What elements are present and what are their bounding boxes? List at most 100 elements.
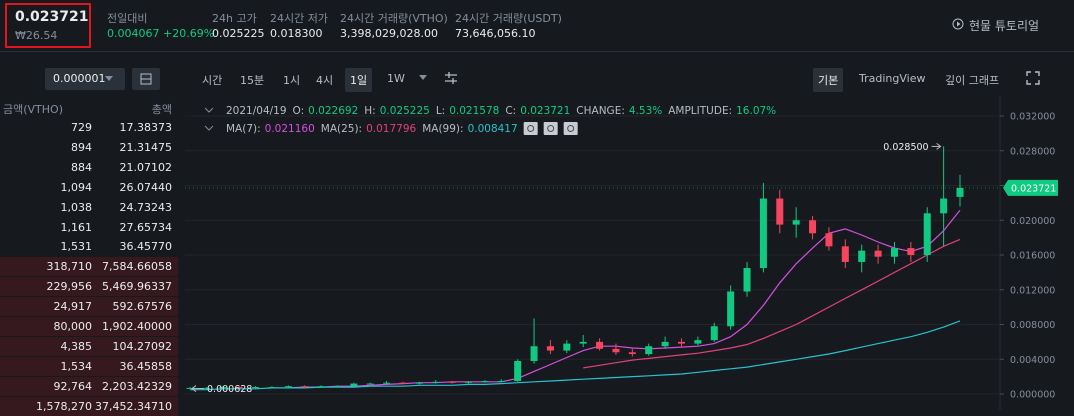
candle-body — [694, 340, 702, 344]
close-glyph — [567, 125, 575, 132]
eye-button — [523, 122, 538, 135]
bar-field-label: H: — [364, 105, 375, 117]
amount: 894 — [71, 140, 92, 154]
orderbook-row[interactable]: 1,578,270 37,452.34710 — [0, 396, 178, 416]
collapse-chevron — [204, 107, 214, 113]
interval-tab[interactable]: 1W — [387, 72, 405, 85]
interval-tab[interactable]: 시간 — [202, 74, 223, 87]
candle-body — [792, 220, 800, 225]
candle-body — [301, 386, 309, 388]
interval-tab[interactable]: 1일 — [345, 68, 373, 92]
stat-value: 73,646,056.10 — [455, 27, 536, 40]
candle-body — [546, 346, 554, 351]
candle-body — [956, 187, 964, 197]
amount: 4,385 — [60, 339, 93, 353]
orderbook-row[interactable]: 229,956 5,469.96337 — [0, 277, 178, 297]
high-marker-head — [936, 143, 942, 150]
tutorial-link[interactable]: 현물 튜토리얼 — [969, 19, 1040, 33]
amount: 318,710 — [46, 260, 93, 274]
layout-button[interactable] — [132, 68, 160, 90]
ma-line — [190, 320, 961, 391]
more-caret[interactable] — [418, 74, 428, 82]
ma-legend-name: MA(7): — [226, 123, 261, 135]
candle-body — [530, 346, 538, 361]
candle-body — [890, 248, 898, 257]
orderbook-row[interactable]: 318,710 7,584.66058 — [0, 257, 178, 277]
candle-body — [219, 387, 227, 389]
layout-icon — [140, 73, 152, 85]
y-tick-label: 0.020000 — [1010, 216, 1055, 227]
y-tick-label: 0.028000 — [1010, 146, 1055, 157]
interval-tab[interactable]: 1시 — [283, 74, 301, 87]
candle-body — [677, 341, 685, 344]
candle-body — [366, 383, 374, 385]
orderbook-row[interactable]: 4,385 104.27092 — [0, 336, 178, 356]
amount: 92,764 — [53, 379, 93, 393]
candle-body — [333, 386, 341, 388]
view-tab[interactable]: 기본 — [813, 68, 844, 92]
amount: 80,000 — [53, 320, 93, 333]
candle-body — [743, 268, 751, 292]
bar-field-value: 16.07% — [736, 105, 776, 117]
candle-body — [628, 352, 636, 355]
header-total: 총액 — [151, 103, 172, 116]
y-tick-label: 0.004000 — [1010, 355, 1055, 366]
interval-tab[interactable]: 4시 — [316, 74, 334, 87]
total: 2,203.42329 — [102, 379, 172, 393]
precision-select[interactable]: 0.000001 — [45, 68, 125, 90]
total: 104.27092 — [112, 339, 173, 353]
total: 7,584.66058 — [102, 260, 172, 274]
amount: 1,094 — [60, 180, 93, 194]
candle-body — [252, 387, 260, 389]
bar-field-label: C: — [505, 105, 516, 117]
bar-field-label: CHANGE: — [576, 105, 625, 117]
candle-body — [465, 381, 473, 383]
amount: 1,161 — [60, 220, 93, 234]
total: 21.07102 — [119, 160, 173, 174]
last-price-label: 0.023721 — [1011, 183, 1056, 194]
eye-glyph — [527, 125, 535, 132]
play-icon[interactable] — [952, 18, 964, 30]
stat-value: 0.004067 +20.69% — [107, 27, 215, 40]
stat-value: 0.025225 — [212, 27, 265, 40]
y-tick-label: 0.012000 — [1010, 285, 1055, 296]
orderbook-row[interactable]: 1,094 26.07440 — [0, 178, 178, 197]
total: 36.45858 — [119, 359, 173, 373]
y-tick-label: 0.032000 — [1010, 112, 1055, 123]
bar-field-label: L: — [436, 105, 445, 117]
total: 26.07440 — [119, 180, 173, 194]
bar-field-value: 0.022692 — [308, 105, 358, 117]
total: 1,902.40000 — [102, 320, 172, 333]
settings-icon[interactable] — [443, 70, 459, 86]
collapse-chevron — [204, 125, 214, 131]
orderbook-row[interactable]: 80,000 1,902.40000 — [0, 317, 178, 336]
candle-body — [940, 198, 948, 214]
total: 5,469.96337 — [102, 280, 172, 294]
total: 21.31475 — [119, 140, 173, 154]
header-amount: 금액(VTHO) — [3, 103, 63, 116]
orderbook-row[interactable]: 894 21.31475 — [0, 138, 178, 157]
orderbook-row[interactable]: 1,038 24.73243 — [0, 198, 178, 217]
view-tab[interactable]: 깊이 그래프 — [945, 74, 1000, 87]
last-price-tag — [1003, 179, 1058, 196]
view-tab[interactable]: TradingView — [859, 72, 926, 85]
orderbook-row[interactable]: 24,917 592.67576 — [0, 297, 178, 317]
low-marker-head — [191, 385, 197, 392]
total: 24.73243 — [119, 200, 173, 214]
fullscreen-icon[interactable] — [1026, 71, 1040, 85]
candle-body — [612, 348, 620, 353]
y-tick-label: 0.008000 — [1010, 320, 1055, 331]
orderbook-row[interactable]: 1,534 36.45858 — [0, 356, 178, 376]
interval-tab[interactable]: 15분 — [240, 74, 265, 87]
orderbook-row[interactable]: 884 21.07102 — [0, 158, 178, 177]
orderbook-row[interactable]: 729 17.38373 — [0, 118, 178, 137]
orderbook-row[interactable]: 1,161 27.65734 — [0, 218, 178, 237]
bar-date: 2021/04/19 — [226, 105, 287, 117]
candle-body — [268, 387, 276, 389]
orderbook-row[interactable]: 92,764 2,203.42329 — [0, 376, 178, 396]
candle-body — [432, 381, 440, 383]
stat-label: 24h 고가 — [212, 12, 257, 25]
orderbook-row[interactable]: 1,531 36.45770 — [0, 237, 178, 256]
y-tick-label: 0.000000 — [1010, 390, 1055, 401]
candle-body — [284, 386, 292, 388]
